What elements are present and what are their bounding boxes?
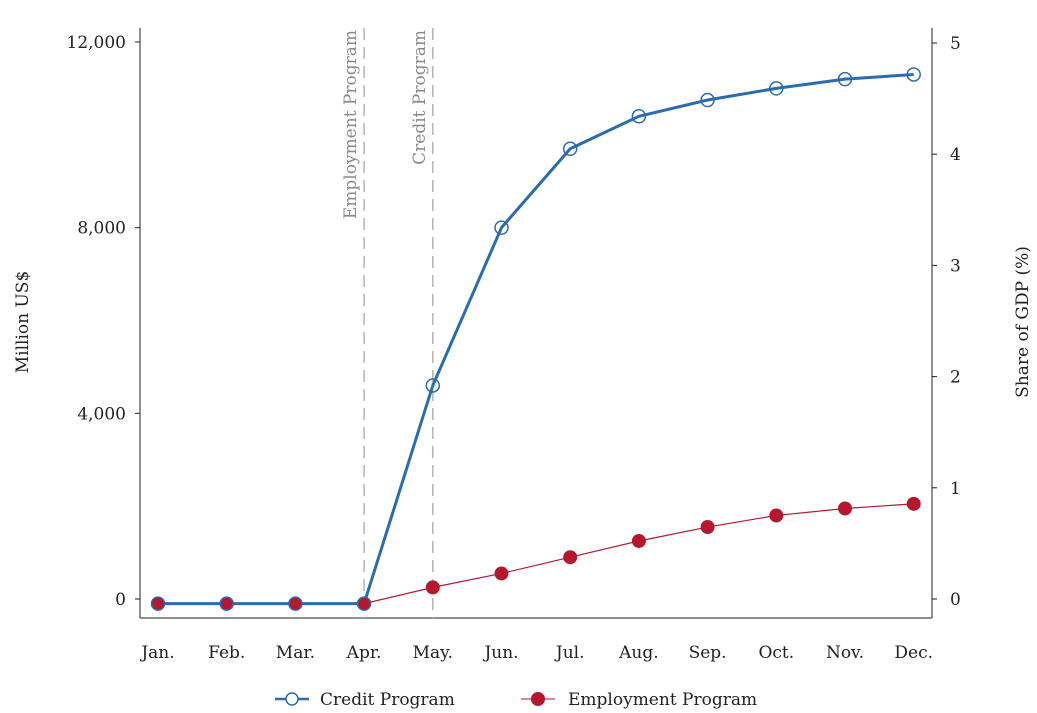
legend: Credit Program Employment Program bbox=[275, 690, 757, 710]
data-point bbox=[425, 378, 441, 393]
legend-employment-label: Employment Program bbox=[568, 690, 757, 710]
data-point bbox=[700, 520, 715, 535]
legend-credit-label: Credit Program bbox=[320, 690, 455, 710]
legend-employment-marker bbox=[531, 692, 545, 706]
data-point bbox=[769, 508, 784, 523]
y-tick-label: 12,000 bbox=[67, 33, 126, 53]
x-tick-label: Apr. bbox=[346, 643, 382, 663]
y2-tick-label: 1 bbox=[950, 479, 961, 499]
data-point bbox=[151, 596, 165, 611]
legend-credit-marker bbox=[285, 692, 299, 706]
legend-item-employment: Employment Program bbox=[521, 690, 757, 710]
x-tick-label: Feb. bbox=[208, 643, 245, 663]
x-tick-label: Jul. bbox=[554, 643, 585, 663]
data-point bbox=[150, 596, 166, 611]
x-tick-label: May. bbox=[413, 643, 453, 663]
series-lines bbox=[158, 72, 914, 606]
x-tick-label: Dec. bbox=[894, 643, 933, 663]
y-tick-label: 8,000 bbox=[77, 219, 126, 239]
legend-item-credit: Credit Program bbox=[275, 690, 455, 710]
data-point bbox=[356, 596, 372, 611]
y2-tick-label: 2 bbox=[950, 368, 961, 388]
x-tick-label: Sep. bbox=[689, 643, 727, 663]
y2-tick-label: 4 bbox=[950, 145, 961, 165]
data-point bbox=[425, 580, 440, 595]
data-point bbox=[288, 596, 303, 611]
y2-tick-label: 0 bbox=[950, 590, 961, 610]
data-point bbox=[631, 533, 646, 548]
x-tick-label: Nov. bbox=[826, 643, 864, 663]
left-axis-ticks: 0 4,000 8,000 12,000 bbox=[67, 33, 140, 610]
data-point bbox=[494, 566, 509, 581]
x-tick-label: Oct. bbox=[758, 643, 794, 663]
data-point bbox=[562, 141, 578, 157]
y2-axis-title: Share of GDP (%) bbox=[1013, 246, 1033, 398]
x-tick-label: Jun. bbox=[482, 643, 518, 663]
right-axis-ticks: 0 1 2 3 4 5 bbox=[932, 34, 961, 610]
data-point bbox=[700, 92, 715, 108]
y-tick-label: 0 bbox=[115, 590, 126, 610]
data-point bbox=[494, 220, 509, 235]
data-point bbox=[906, 496, 921, 511]
x-tick-label: Mar. bbox=[276, 643, 315, 663]
x-axis-ticks: Jan. Feb. Mar. Apr. May. Jun. Jul. Aug. Sep. Oct.… bbox=[139, 643, 933, 663]
event-line-label: Credit Program bbox=[410, 30, 430, 165]
event-line-label: Employment Program bbox=[341, 30, 361, 219]
data-point bbox=[219, 596, 234, 611]
data-point bbox=[906, 67, 921, 82]
series-line bbox=[158, 72, 914, 606]
x-tick-label: Jan. bbox=[139, 643, 174, 663]
y-axis-title: Million US$ bbox=[13, 271, 33, 374]
data-point bbox=[357, 596, 372, 611]
data-point bbox=[219, 596, 234, 611]
series-points bbox=[150, 67, 921, 611]
y2-tick-label: 3 bbox=[950, 256, 961, 276]
event-lines: Employment Program Credit Program bbox=[341, 28, 434, 618]
data-point bbox=[288, 596, 303, 611]
x-tick-label: Aug. bbox=[618, 643, 659, 663]
y2-tick-label: 5 bbox=[950, 34, 961, 54]
data-point bbox=[769, 81, 784, 96]
data-point bbox=[838, 501, 852, 516]
data-point bbox=[837, 71, 853, 87]
data-point bbox=[631, 109, 647, 124]
data-point bbox=[563, 550, 578, 565]
series-line bbox=[158, 503, 914, 605]
y-tick-label: 4,000 bbox=[77, 404, 126, 424]
